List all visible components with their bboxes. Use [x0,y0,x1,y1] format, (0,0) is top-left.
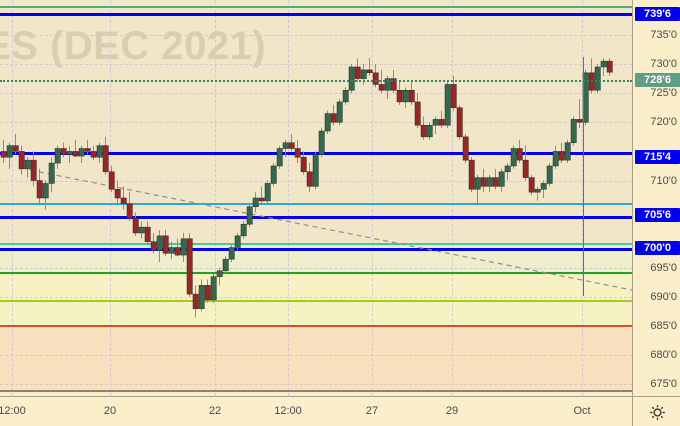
time-tick-label: 27 [365,405,379,417]
support-red-687 [0,325,632,327]
vertical-gridline [12,0,13,396]
resistance-blue-739-6 [0,13,632,16]
time-tick-label: 22 [208,405,222,417]
horizontal-gridline [0,64,632,66]
last-price-dotted-line [0,80,632,82]
price-tick-label: 690'0 [650,291,677,303]
price-tick-label: 735'0 [650,28,677,41]
band-pale-green [0,243,632,272]
vertical-gridline [215,0,216,396]
time-tick-label: 20 [103,405,117,417]
candlestick-series [0,58,613,318]
price-level-badge[interactable]: 739'6 [635,7,680,21]
price-level-badge[interactable]: 728'6 [635,73,680,87]
band-peach [0,325,632,390]
band-yellow [0,272,632,325]
time-tick-label: 12:00 [0,405,26,417]
vertical-gridline [110,0,111,396]
price-tick-label: 675'0 [650,378,677,391]
support-cyan-708 [0,203,632,205]
horizontal-gridline [0,267,632,269]
support-yellowgreen-691 [0,300,632,302]
price-tick-label: 685'0 [650,320,677,333]
gear-icon[interactable] [649,404,666,421]
support-green-700-8 [0,243,632,245]
vertical-gridline [582,0,583,396]
price-tick-label: 730'0 [650,58,677,71]
band-upper-tan [0,0,632,243]
price-level-badge[interactable]: 705'6 [635,208,680,222]
time-axis[interactable]: 12:00 20 22 12:00 27 29 Oct [0,396,680,426]
price-level-badge[interactable]: 700'0 [635,241,680,255]
horizontal-gridline [0,122,632,124]
price-level-badge[interactable]: 715'4 [635,150,680,164]
horizontal-gridline [0,297,632,298]
support-blue-700-0 [0,248,632,251]
vertical-session-line [583,57,584,296]
vertical-gridline [288,0,289,396]
band-lower-tan [0,390,632,396]
price-tick-label: 695'0 [650,261,677,274]
horizontal-gridline [0,384,632,386]
horizontal-gridline [0,355,632,357]
horizontal-gridline [0,93,632,95]
price-zone-bands [0,0,632,396]
price-tick-label: 710'0 [650,174,677,187]
price-tick-label: 680'0 [650,349,677,362]
price-chart-plot-area[interactable]: ES (DEC 2021) [0,0,632,396]
chart-watermark-title: ES (DEC 2021) [0,24,267,68]
time-tick-label: Oct [573,405,591,417]
descending-trendline [29,169,632,291]
chart-settings-button[interactable] [632,396,680,426]
base-gray-677 [0,390,632,392]
horizontal-gridline [0,34,632,36]
vertical-gridline [372,0,373,396]
support-blue-705-6 [0,216,632,219]
vertical-gridline [452,0,453,396]
time-tick-label: 29 [445,405,459,417]
price-tick-label: 725'0 [650,87,677,100]
price-tick-label: 720'0 [650,116,677,129]
time-tick-label: 12:00 [274,405,302,417]
price-axis[interactable]: 735'0 730'0 725'0 720'0 710'0 695'0 690'0 685'0… [632,0,680,396]
resistance-green-top [0,6,632,8]
support-green-696 [0,272,632,274]
